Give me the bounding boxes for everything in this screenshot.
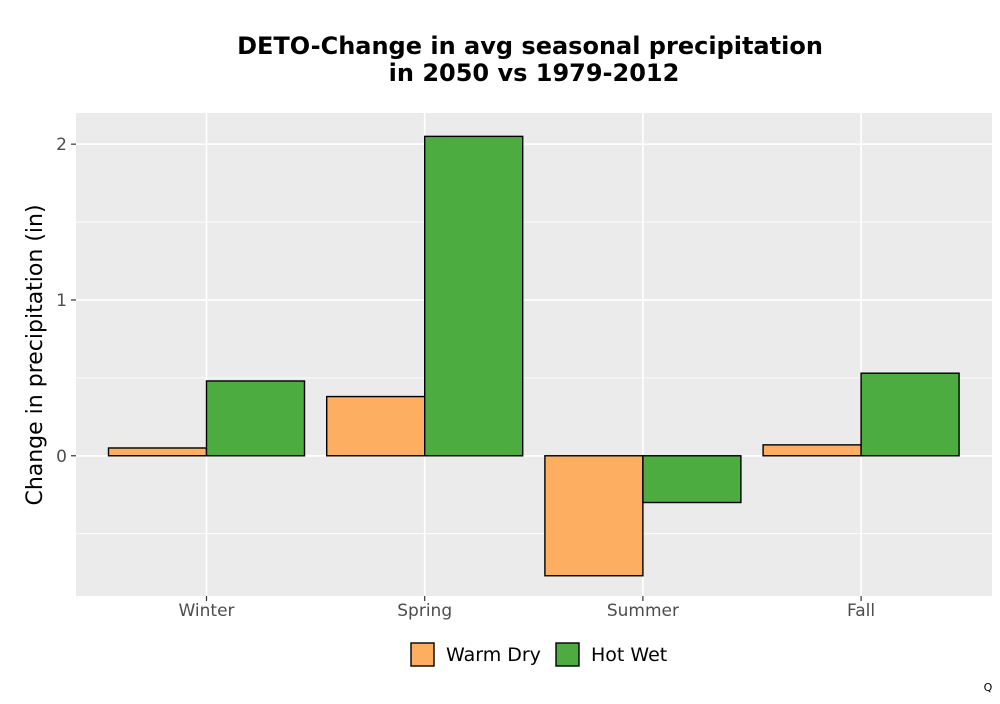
legend-key-warm-dry bbox=[410, 642, 435, 667]
legend-label-hot-wet: Hot Wet bbox=[591, 644, 667, 666]
bar-winter-hot-wet bbox=[205, 380, 306, 457]
x-tick-label: Fall bbox=[847, 601, 875, 621]
legend: Warm Dry Hot Wet bbox=[410, 642, 667, 667]
bar-fall-warm-dry bbox=[762, 444, 862, 457]
bar-spring-hot-wet bbox=[424, 135, 524, 457]
bar-spring-warm-dry bbox=[326, 395, 426, 457]
legend-key-hot-wet bbox=[555, 642, 580, 667]
chart-title-line-2: in 2050 vs 1979-2012 bbox=[389, 59, 680, 87]
legend-label-warm-dry: Warm Dry bbox=[446, 644, 541, 666]
x-tick-label: Spring bbox=[397, 601, 452, 621]
y-axis-label: Change in precipitation (in) bbox=[23, 204, 48, 505]
plot-area: 0 1 2 Winter Spring Summer Fall bbox=[56, 113, 992, 621]
y-tick-label: 0 bbox=[56, 447, 67, 467]
x-tick-label: Summer bbox=[607, 601, 679, 621]
bar-fall-hot-wet bbox=[860, 372, 960, 457]
panel-background bbox=[76, 113, 992, 596]
chart-title-line-1: DETO-Change in avg seasonal precipitatio… bbox=[237, 32, 823, 60]
y-tick-label: 2 bbox=[56, 135, 67, 155]
corner-mark: Q bbox=[984, 681, 993, 694]
x-tick-label: Winter bbox=[178, 601, 234, 621]
bar-summer-hot-wet bbox=[642, 455, 742, 504]
y-tick-label: 1 bbox=[56, 291, 67, 311]
bar-summer-warm-dry bbox=[544, 455, 644, 577]
bar-winter-warm-dry bbox=[107, 447, 208, 457]
